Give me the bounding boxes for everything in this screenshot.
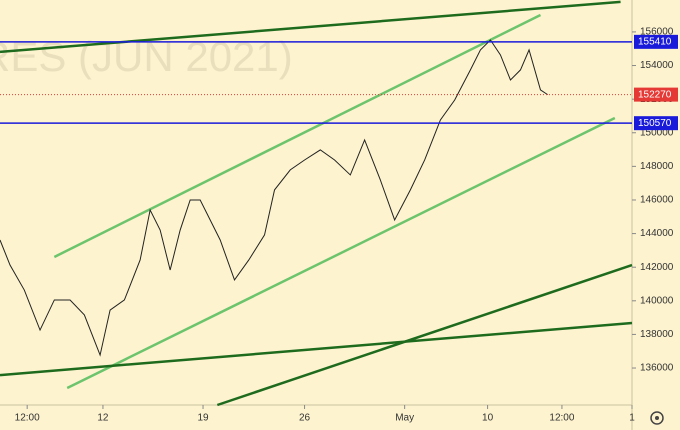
trendline	[53, 13, 542, 259]
level-label-box	[634, 34, 678, 49]
y-tick-label: 142000	[640, 262, 674, 273]
y-tick-label: 140000	[640, 295, 674, 306]
y-tick-label: 156000	[640, 27, 674, 38]
level-label: 155410	[638, 36, 672, 47]
x-tick-label: 19	[197, 413, 209, 424]
x-tick-label: 26	[299, 413, 311, 424]
y-tick-label: 144000	[640, 228, 674, 239]
x-tick-label: 1	[629, 413, 635, 424]
price-line	[0, 39, 548, 357]
trendline	[66, 116, 616, 390]
settings-icon[interactable]	[650, 411, 664, 425]
y-tick-label: 148000	[640, 161, 674, 172]
y-tick-label: 146000	[640, 195, 674, 206]
y-tick-label: 154000	[640, 60, 674, 71]
x-tick-label: 10	[482, 413, 494, 424]
y-tick-label: 150000	[640, 127, 674, 138]
level-label-box	[634, 87, 678, 102]
y-tick-label: 136000	[640, 363, 674, 374]
x-tick-label: 12	[97, 413, 109, 424]
level-label: 150570	[638, 118, 672, 129]
trendline	[0, 0, 621, 54]
trendline	[216, 263, 633, 407]
level-label: 152270	[638, 89, 672, 100]
y-tick-label: 138000	[640, 329, 674, 340]
x-tick-label: 12:00	[549, 413, 574, 424]
x-tick-label: May	[395, 413, 414, 424]
trendline	[0, 321, 633, 377]
level-label-box	[634, 116, 678, 131]
x-tick-label: 12:00	[15, 413, 40, 424]
